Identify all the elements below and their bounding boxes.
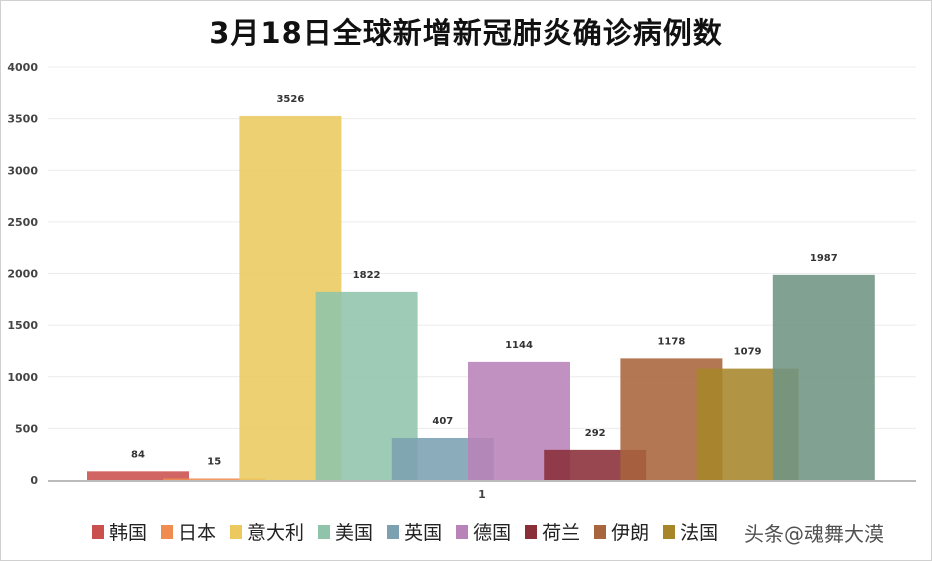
legend-item: 荷兰 [525,518,580,545]
data-label: 3526 [276,94,304,105]
legend-swatch [230,524,243,539]
legend-label: 日本 [178,522,217,544]
legend-item: 法国 [663,518,718,545]
legend-label: 美国 [335,522,374,544]
legend-swatch [663,524,676,539]
legend-label: 英国 [404,522,443,544]
data-label: 407 [432,416,453,427]
legend-label: 韩国 [109,522,148,544]
legend-item: 美国 [318,518,373,545]
y-tick-label: 3000 [7,164,38,177]
legend-item: 德国 [456,518,511,545]
legend-swatch [318,524,331,539]
watermark: 头条@魂舞大漠 [744,522,884,546]
data-label: 84 [131,449,145,460]
legend-swatch [594,524,607,539]
data-label: 1987 [810,253,838,264]
legend-swatch [456,524,469,539]
y-tick-label: 1000 [7,371,38,384]
legend-swatch [387,524,400,539]
legend-label: 法国 [680,522,719,544]
data-label: 15 [207,456,221,467]
legend-label: 意大利 [247,522,305,544]
legend-swatch [525,524,538,539]
legend-item: 意大利 [230,518,304,545]
data-label: 1178 [657,336,685,347]
data-label: 1822 [353,270,381,281]
legend-label: 荷兰 [542,522,581,544]
legend-item: 伊朗 [594,518,649,545]
legend-item: 英国 [387,518,442,545]
bar [772,274,875,480]
legend-swatch [161,524,174,539]
y-tick-label: 500 [15,422,38,435]
data-label: 1079 [734,347,762,358]
bar [87,471,189,480]
y-tick-label: 0 [30,474,38,487]
bar [163,478,266,480]
legend-label: 德国 [473,522,512,544]
legend-item: 韩国 [92,518,147,545]
legend-item: 日本 [161,518,216,545]
legend: 韩国 日本 意大利 美国 英国 德国 荷兰 伊朗 法国 [92,518,718,545]
data-label: 1144 [505,340,533,351]
y-tick-label: 2000 [7,268,38,281]
legend-swatch [92,524,104,539]
chart-title: 3月18日全球新增新冠肺炎确诊病例数 [209,16,723,50]
x-tick-label: 1 [478,488,486,501]
y-tick-label: 3500 [7,113,38,126]
y-tick-label: 1500 [7,319,38,332]
y-tick-label: 2500 [7,216,38,229]
data-label: 292 [585,428,606,439]
y-tick-label: 4000 [7,61,38,74]
legend-label: 伊朗 [611,522,650,544]
